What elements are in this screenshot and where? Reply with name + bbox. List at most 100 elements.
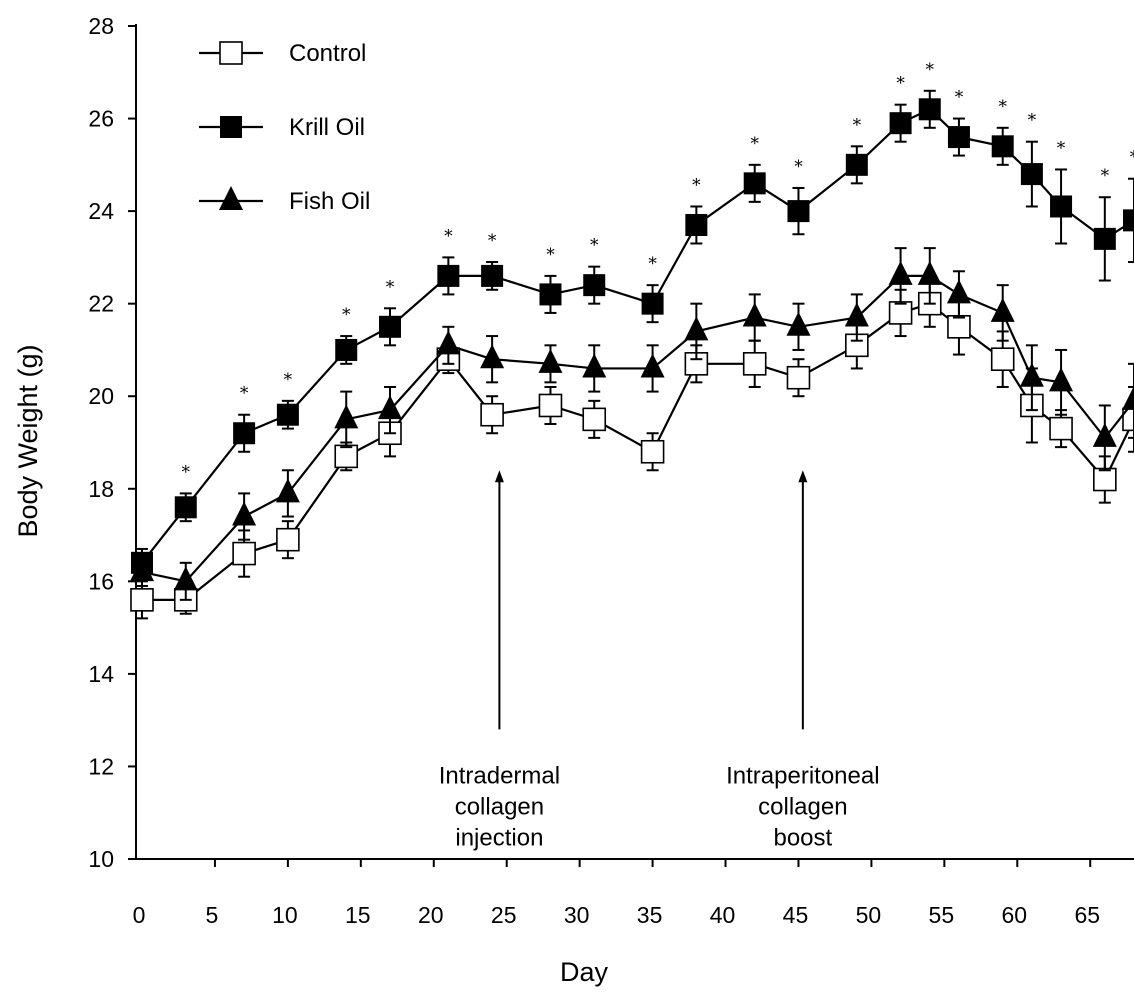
legend-label: Control (289, 40, 366, 67)
y-axis-title: Body Weight (g) (13, 344, 43, 537)
open-square-marker (538, 393, 563, 418)
annotation-boost-line: Intraperitoneal (726, 762, 879, 789)
open-square-marker (1049, 416, 1073, 441)
open-square-marker (219, 41, 243, 65)
series-control-line (142, 302, 1134, 601)
open-square-marker (276, 527, 300, 552)
filled-square-marker (437, 264, 460, 287)
filled-square-marker (583, 274, 606, 297)
filled-triangle-marker (1122, 385, 1134, 410)
y-tick-label: 16 (88, 568, 114, 594)
y-tick-label: 18 (88, 476, 114, 502)
annotation-injection-line: collagen (455, 793, 544, 820)
x-tick-label: 60 (1001, 902, 1027, 928)
x-tick-label: 10 (272, 902, 298, 928)
legend-item-control: Control (199, 40, 366, 67)
open-square-marker (582, 407, 607, 432)
filled-triangle-marker (742, 302, 767, 327)
filled-triangle-marker (436, 330, 461, 355)
significance-star: * (182, 462, 191, 482)
significance-star: * (750, 134, 759, 154)
legend: Control Krill Oil Fish Oil (199, 40, 370, 215)
filled-square-marker (685, 213, 708, 236)
filled-square-marker (889, 112, 912, 135)
filled-triangle-marker (888, 260, 913, 285)
filled-triangle-marker (173, 566, 198, 591)
significance-star: * (955, 88, 964, 108)
filled-triangle-marker (334, 404, 359, 429)
filled-square-marker (379, 315, 401, 338)
filled-triangle-marker (1019, 362, 1044, 387)
y-tick-label: 14 (88, 661, 114, 687)
series-fish-oil (130, 247, 1134, 601)
filled-triangle-marker (946, 279, 971, 304)
filled-square-marker (220, 116, 242, 138)
significance-star: * (896, 74, 905, 94)
filled-square-marker (481, 264, 504, 287)
y-tick-label: 24 (88, 198, 114, 224)
annotation-arrowhead (798, 470, 808, 483)
y-tick-label: 12 (88, 753, 114, 779)
legend-item-krill-oil: Krill Oil (199, 114, 365, 141)
x-tick-label: 35 (637, 902, 663, 928)
filled-triangle-marker (844, 302, 869, 327)
legend-label: Fish Oil (289, 188, 370, 215)
filled-square-marker (1050, 195, 1073, 218)
significance-star: * (853, 115, 862, 135)
filled-square-marker (1093, 227, 1116, 250)
x-tick-label: 20 (418, 902, 444, 928)
open-square-marker (130, 588, 154, 612)
filled-triangle-marker (378, 395, 402, 420)
significance-star: * (488, 231, 497, 251)
series-krill-oil (131, 89, 1134, 578)
significance-star: * (284, 370, 293, 390)
filled-triangle-marker (275, 478, 300, 503)
filled-triangle-marker (1049, 367, 1074, 392)
y-tick-label: 20 (88, 383, 114, 409)
annotation-arrowhead (494, 470, 504, 483)
annotation-boost-line: collagen (758, 793, 847, 820)
filled-square-marker (131, 551, 153, 574)
x-tick-label: 50 (856, 902, 882, 928)
x-axis-title: Day (560, 957, 609, 987)
filled-square-marker (335, 338, 358, 361)
x-tick-label: 45 (783, 902, 809, 928)
open-square-marker (947, 315, 971, 339)
open-square-marker (232, 541, 256, 566)
filled-triangle-marker (219, 186, 243, 210)
filled-triangle-marker (990, 297, 1015, 322)
series-control (130, 279, 1134, 620)
filled-square-marker (1020, 163, 1043, 186)
open-square-marker (786, 365, 811, 390)
open-square-marker (990, 347, 1015, 372)
x-tick-label: 25 (491, 902, 517, 928)
x-tick-label: 15 (345, 902, 371, 928)
open-square-marker (640, 439, 665, 464)
significance-star: * (546, 245, 555, 265)
x-tick-label: 30 (564, 902, 590, 928)
y-tick-label: 26 (88, 106, 114, 132)
filled-square-marker (233, 422, 256, 445)
filled-square-marker (947, 126, 970, 149)
significance-star: * (648, 254, 657, 274)
legend-item-fish-oil: Fish Oil (199, 186, 370, 215)
x-tick-label: 65 (1074, 902, 1100, 928)
filled-triangle-marker (1092, 422, 1117, 447)
annotation-injection-line: injection (455, 824, 543, 851)
filled-square-marker (539, 283, 562, 306)
filled-triangle-marker (232, 501, 257, 526)
series-layer (130, 89, 1134, 620)
x-tick-label: 0 (133, 902, 146, 928)
filled-square-marker (845, 153, 868, 176)
significance-star: * (998, 97, 1007, 117)
x-tick-label: 40 (710, 902, 736, 928)
filled-triangle-marker (480, 344, 505, 369)
significance-star: * (1130, 148, 1134, 168)
legend-label: Krill Oil (289, 114, 365, 141)
filled-square-marker (918, 98, 941, 121)
filled-triangle-marker (684, 316, 709, 341)
filled-triangle-marker (582, 353, 607, 378)
filled-triangle-marker (917, 260, 942, 285)
open-square-marker (334, 444, 359, 469)
